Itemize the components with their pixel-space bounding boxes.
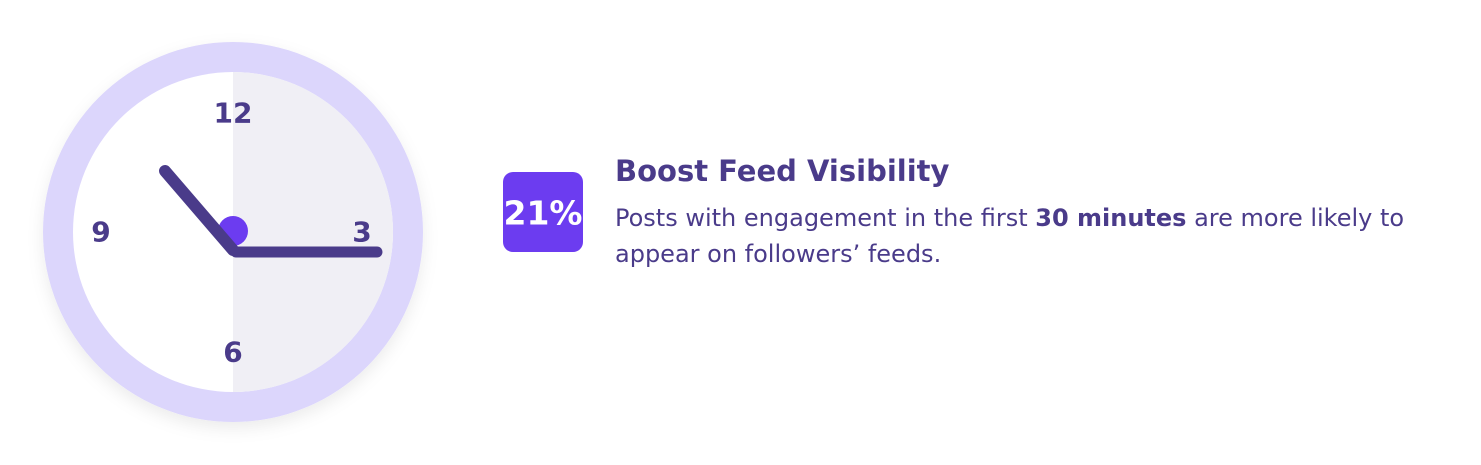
hour-hand xyxy=(159,165,239,256)
description: Posts with engagement in the first 30 mi… xyxy=(615,200,1455,272)
text: are more likely to appear on followers’ … xyxy=(615,204,1405,268)
numeral: 12 xyxy=(214,97,253,130)
emphasis: 30 minutes xyxy=(1035,204,1187,232)
title: Boost Feed Visibility xyxy=(615,154,950,188)
text: Posts with engagement in the first xyxy=(615,204,1036,232)
badge-text: 21% xyxy=(504,194,583,233)
numeral: 6 xyxy=(223,336,242,369)
numeral: 9 xyxy=(91,216,110,249)
numeral: 3 xyxy=(352,216,371,249)
badge xyxy=(503,172,583,252)
